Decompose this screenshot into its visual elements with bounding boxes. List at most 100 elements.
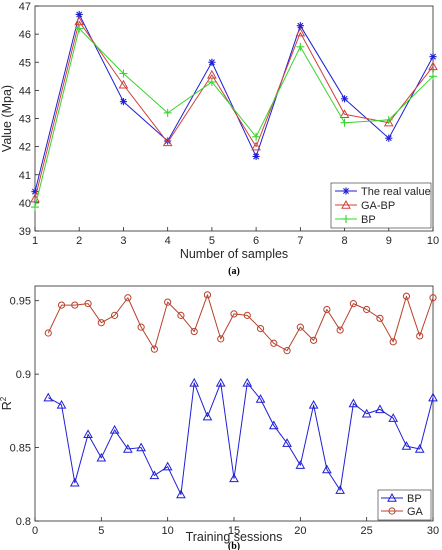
chart-a-series-bp-point	[75, 24, 84, 33]
chart-b-series-ga-point	[402, 292, 411, 300]
chart-a-legend-marker-bp-shape	[342, 215, 350, 223]
chart-b-legend-label-bp: BP	[407, 493, 422, 505]
chart-b-series-bp-point	[189, 377, 200, 387]
chart-b-series-ga-point	[217, 335, 225, 343]
chart-a-series-the-real-value-point	[429, 53, 437, 61]
chart-b-series-ga-point	[243, 311, 251, 319]
chart-a-series-bp-point	[252, 132, 261, 141]
chart-a-series-ga-bp-point	[383, 117, 394, 127]
chart-a-series-ga-bp-point	[162, 137, 173, 147]
chart-b-y-tick-label: 0.9	[16, 369, 31, 381]
chart-b-series-ga-point	[256, 324, 265, 333]
chart-a-x-axis-label: Number of samples	[180, 247, 288, 261]
chart-b-ticks: 0 5 10 15 20 25 30 0.8 0.85 0.9 0.95	[10, 296, 440, 537]
chart-a-y-tick-label: 42	[19, 142, 31, 154]
chart-b-series-ga-point	[429, 294, 437, 302]
chart-b-series-bp-point	[215, 377, 226, 387]
chart-a-legend: The real value GA-BP BP	[330, 182, 432, 229]
chart-a-series-the-real-value-point	[340, 95, 349, 103]
chart-a-series-ga-bp-line	[34, 20, 434, 199]
chart-a-y-tick-label: 40	[19, 198, 31, 210]
chart-b-series-bp-point	[136, 442, 146, 452]
chart-b-series-bp-point	[295, 460, 306, 469]
chart-b-series-bp-point	[96, 452, 107, 462]
chart-b-series-ga-point	[270, 339, 278, 347]
chart-b-series-bp-point	[123, 444, 133, 453]
chart-b: 0 5 10 15 20 25 30 0.8 0.85 0.9 0.95 Training sess…	[0, 285, 440, 550]
chart-b-series-bp-point	[109, 424, 120, 434]
chart-b-legend-box	[377, 489, 432, 521]
chart-a-series-the-real-value-point	[119, 98, 128, 106]
chart-a-y-tick-label: 44	[19, 85, 31, 97]
chart-b-legend-item-ga: GA	[381, 506, 424, 518]
chart-b-series-ga-point	[336, 326, 344, 334]
chart-a-legend-marker-gabp	[341, 199, 351, 209]
chart-b-series	[43, 291, 438, 499]
chart-b-series-bp-point	[83, 429, 93, 439]
chart-b-x-tick-label: 5	[98, 525, 104, 537]
chart-b-series-bp-point	[202, 411, 213, 421]
chart-b-series-bp-point	[308, 399, 319, 409]
chart-a-series-bp-point	[163, 108, 172, 117]
chart-b-x-tick-label: 25	[361, 525, 373, 537]
chart-a-legend-marker-bp	[342, 215, 350, 223]
chart-a-series-ga-bp-point	[118, 79, 129, 89]
chart-a-series-bp-point	[296, 42, 305, 51]
chart-b-series-ga-point	[376, 314, 384, 322]
chart-a-series-bp-line	[34, 28, 434, 208]
chart-a-x-tick-label: 3	[120, 235, 126, 247]
chart-b-series-bp-point	[229, 473, 239, 483]
chart-a-x-tick-label: 8	[341, 235, 347, 247]
chart-b-series-ga-point	[310, 336, 318, 344]
chart-b-y-axis-label-base: R	[0, 401, 14, 410]
chart-b-series-bp-point	[149, 470, 160, 480]
chart-a-series-the-real-value-point	[75, 10, 83, 19]
chart-b-series-ga-point	[71, 301, 79, 309]
chart-a-series-bp-point	[384, 115, 393, 124]
chart-b-series-ga-point	[97, 319, 105, 327]
chart-b-series-ga-point	[323, 305, 331, 314]
chart-b-x-tick-label: 30	[427, 525, 439, 537]
chart-a-series-the-real-value-point	[252, 152, 260, 161]
chart-b-legend-marker-bp	[387, 492, 397, 502]
chart-b-plot-area	[34, 285, 434, 522]
chart-b-series-bp-point	[43, 392, 54, 402]
chart-b-series-bp-point	[401, 441, 412, 450]
chart-a-x-tick-label: 7	[297, 235, 303, 247]
chart-a-y-tick-label: 46	[19, 29, 31, 41]
chart-b-series-ga-point	[230, 310, 238, 318]
chart-b-x-tick-label: 15	[228, 525, 240, 537]
chart-b-series-bp-point	[176, 489, 186, 499]
chart-b-series-ga-point	[44, 329, 52, 337]
chart-b-series-bp-point	[322, 464, 332, 474]
chart-a-series	[30, 10, 438, 212]
chart-b-series-ga-point	[57, 301, 66, 309]
chart-a-legend-label-bp: BP	[361, 214, 376, 226]
chart-a-x-tick-label: 5	[209, 235, 215, 247]
chart-a-series-ga-bp-point	[295, 27, 306, 37]
chart-b-legend-label-ga: GA	[407, 506, 424, 518]
chart-b-series-ga-line	[47, 294, 434, 352]
chart-b-series-bp-point	[69, 477, 80, 487]
chart-a-series-ga-bp-point	[251, 141, 261, 151]
chart-b-series-bp-point	[255, 394, 266, 403]
chart-b-series-bp-point	[361, 408, 372, 418]
chart-a-legend-item-gabp: GA-BP	[335, 199, 395, 212]
chart-a-series-bp-point	[119, 69, 128, 78]
chart-b-y-axis-label-sup: 2	[0, 396, 8, 401]
chart-a-series-bp-point	[340, 118, 349, 127]
chart-b-y-axis-label: R2	[0, 396, 14, 410]
chart-a-y-tick-label: 47	[19, 1, 31, 13]
chart-a-series-the-real-value-point	[296, 22, 304, 30]
chart-b-y-tick-label: 0.95	[10, 296, 31, 308]
chart-b-series-bp-point	[162, 461, 173, 471]
chart-b-y-tick-label: 0.85	[10, 443, 31, 455]
chart-b-series-ga-point	[349, 300, 357, 308]
chart-a-series-bp-point	[207, 77, 216, 86]
chart-a-y-tick-label: 43	[19, 114, 31, 126]
chart-a-y-tick-label: 41	[19, 170, 31, 182]
chart-b-series-bp-point	[375, 404, 385, 414]
chart-a-series-the-real-value-point	[385, 134, 393, 142]
chart-a-legend-label-real: The real value	[361, 186, 431, 198]
